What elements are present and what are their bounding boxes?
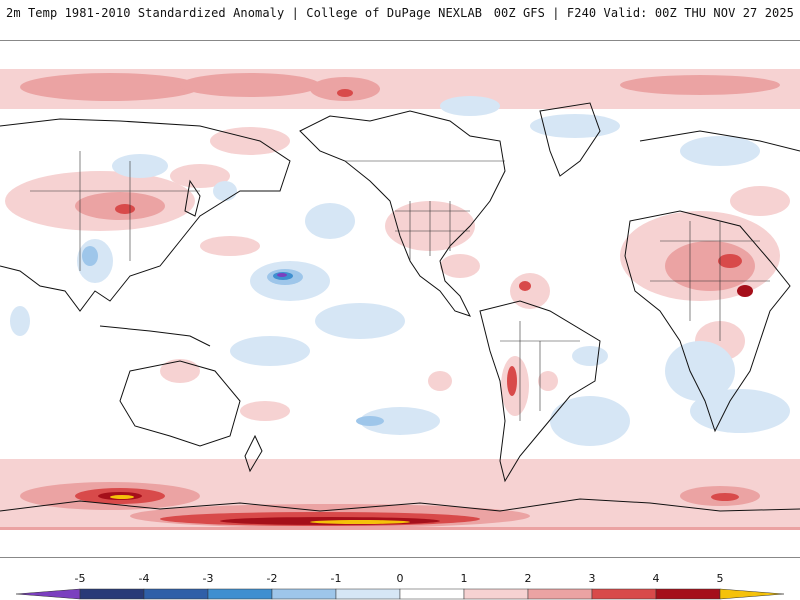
antarctic-anomaly-shading bbox=[0, 459, 800, 557]
legend-swatch-p1-p2 bbox=[463, 588, 529, 600]
map-panel bbox=[0, 40, 800, 558]
atlantic-cool-shading bbox=[440, 96, 790, 446]
coastlines bbox=[0, 102, 800, 512]
arctic-anomaly-shading bbox=[0, 69, 800, 109]
asia-anomaly-shading bbox=[5, 127, 290, 231]
legend-swatch-m3-m2 bbox=[207, 588, 273, 600]
north-america-shading bbox=[385, 201, 480, 278]
south-america-shading bbox=[501, 273, 608, 416]
legend-swatch-0-p1 bbox=[399, 588, 465, 600]
asia-cool-shading bbox=[10, 154, 237, 336]
asia-borders bbox=[30, 151, 200, 271]
legend-tick-p1: 1 bbox=[460, 572, 468, 585]
legend-tick-p3: 3 bbox=[588, 572, 596, 585]
anomaly-map bbox=[0, 69, 800, 557]
antarctica-coast bbox=[0, 498, 800, 512]
australia-coast bbox=[119, 360, 241, 447]
legend-colorbar bbox=[15, 588, 785, 600]
legend-tick-p4: 4 bbox=[652, 572, 660, 585]
legend-swatch-m5-m4 bbox=[79, 588, 145, 600]
africa-borders bbox=[650, 221, 770, 341]
africa-coast bbox=[624, 210, 791, 433]
legend-tick-m2: -2 bbox=[266, 572, 278, 585]
south-america-borders bbox=[500, 321, 580, 421]
pacific-warm-shading bbox=[160, 236, 452, 421]
legend-tick-p5: 5 bbox=[716, 572, 724, 585]
asia-coast bbox=[0, 118, 291, 312]
legend-tick-m5: -5 bbox=[74, 572, 86, 585]
legend-tick-m4: -4 bbox=[138, 572, 150, 585]
legend-tick-m3: -3 bbox=[202, 572, 214, 585]
south-america-coast bbox=[479, 300, 601, 483]
legend-tick-m1: -1 bbox=[330, 572, 342, 585]
north-america-coast bbox=[299, 110, 506, 317]
europe-coast bbox=[639, 130, 800, 152]
legend-swatch-p2-p3 bbox=[527, 588, 593, 600]
us-state-borders bbox=[395, 201, 470, 261]
map-title: 2m Temp 1981-2010 Standardized Anomaly |… bbox=[6, 6, 483, 20]
legend-swatch-p3-p4 bbox=[591, 588, 657, 600]
legend-swatch-m2-m1 bbox=[271, 588, 337, 600]
legend-swatch-gt-p5 bbox=[719, 588, 785, 600]
legend-tick-0: 0 bbox=[396, 572, 404, 585]
legend-swatch-p4-p5 bbox=[655, 588, 721, 600]
legend-swatch-m1-0 bbox=[335, 588, 401, 600]
political-borders bbox=[30, 151, 770, 421]
africa-anomaly-shading bbox=[620, 186, 790, 361]
greenland-coast bbox=[539, 102, 601, 177]
indonesia-coast bbox=[99, 325, 211, 347]
new-zealand-coast bbox=[244, 434, 263, 473]
legend-tick-p2: 2 bbox=[524, 572, 532, 585]
model-run-info: 00Z GFS | F240 Valid: 00Z THU NOV 27 202… bbox=[493, 6, 794, 20]
color-legend: -5 -4 -3 -2 -1 0 1 2 3 4 5 bbox=[0, 572, 800, 600]
pacific-cool-shading bbox=[230, 203, 440, 435]
legend-swatch-m4-m3 bbox=[143, 588, 209, 600]
legend-swatch-lt-m5 bbox=[15, 588, 81, 600]
